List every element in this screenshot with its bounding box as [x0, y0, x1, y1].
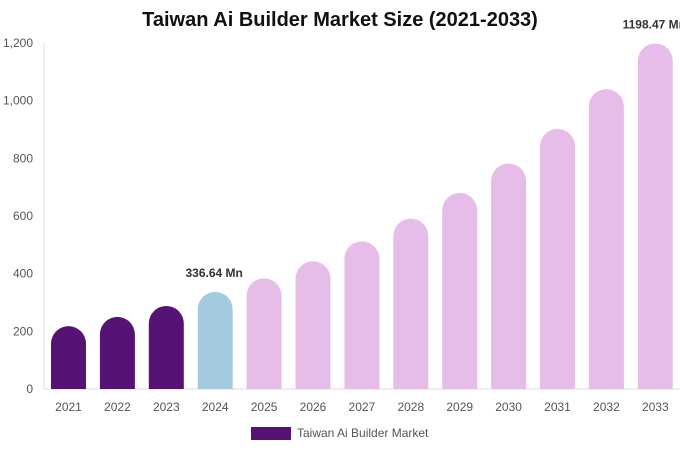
x-tick-label: 2027	[349, 400, 376, 414]
bar-2031	[540, 128, 575, 389]
bar-2024	[197, 291, 233, 389]
y-tick-label: 600	[13, 209, 33, 223]
bar-series	[51, 43, 673, 389]
legend: Taiwan Ai Builder Market	[251, 425, 428, 441]
bar-2029	[442, 192, 478, 389]
chart-title: Taiwan Ai Builder Market Size (2021-2033…	[142, 9, 538, 31]
data-label-2033: 1198.47 Mn	[623, 17, 680, 31]
bar-2025	[246, 278, 282, 389]
bar-2023	[148, 305, 184, 389]
x-tick-label: 2021	[55, 400, 82, 414]
x-tick-label: 2025	[251, 400, 278, 414]
x-axis: 2021 2022 2023 2024 2025 2026 2027 2028 2029 2030…	[44, 388, 680, 414]
y-tick-label: 800	[13, 151, 33, 165]
x-tick-label: 2023	[153, 400, 180, 414]
bar-2030	[491, 163, 527, 389]
legend-label: Taiwan Ai Builder Market	[297, 426, 429, 440]
y-tick-label: 200	[13, 324, 33, 338]
data-label-2024: 336.64 Mn	[186, 266, 243, 280]
y-tick-label: 1,200	[3, 36, 33, 50]
x-tick-label: 2033	[642, 400, 669, 414]
y-axis: 0 200 400 600 800 1,000 1,200	[3, 36, 45, 396]
bar-2032	[588, 89, 624, 389]
x-tick-label: 2026	[300, 400, 327, 414]
y-tick-label: 0	[26, 382, 33, 396]
bar-2021	[51, 326, 86, 389]
y-tick-label: 1,000	[3, 94, 33, 108]
bar-2027	[344, 241, 380, 389]
bar-2026	[295, 261, 331, 389]
legend-swatch	[251, 426, 291, 440]
x-tick-label: 2024	[202, 400, 229, 414]
bar-2033	[637, 43, 673, 389]
bar-2022	[99, 316, 135, 389]
x-tick-label: 2030	[495, 400, 522, 414]
data-labels: 336.64 Mn 1198.47 Mn	[186, 17, 680, 279]
x-tick-label: 2022	[104, 400, 131, 414]
x-tick-label: 2031	[544, 400, 571, 414]
x-tick-label: 2028	[397, 400, 424, 414]
x-tick-label: 2029	[446, 400, 473, 414]
y-tick-label: 400	[13, 267, 33, 281]
x-tick-label: 2032	[593, 400, 620, 414]
bar-2028	[393, 218, 429, 389]
